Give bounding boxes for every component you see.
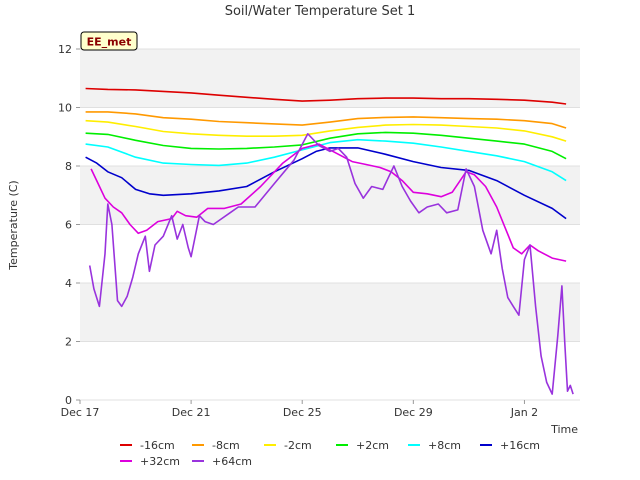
series-line-32cm <box>90 143 567 262</box>
series-line-8cm <box>85 111 567 129</box>
legend-label-32cm: +32cm <box>140 455 180 468</box>
y-tick-label: 12 <box>58 43 72 56</box>
legend-label-64cm: +64cm <box>212 455 252 468</box>
station-badge: EE_met <box>80 31 138 51</box>
x-tick-label: Dec 25 <box>283 406 322 419</box>
x-tick-label: Jan 2 <box>510 406 538 419</box>
x-tick-label: Dec 29 <box>394 406 433 419</box>
grid-band <box>80 283 580 342</box>
y-tick-label: 2 <box>65 336 72 349</box>
legend-label-16cm: -16cm <box>140 439 175 452</box>
legend-label-16cm: +16cm <box>500 439 540 452</box>
legend-label-8cm: -8cm <box>212 439 240 452</box>
series-line-16cm <box>85 87 567 105</box>
y-tick-label: 8 <box>65 160 72 173</box>
series-line-2cm <box>85 119 567 142</box>
legend-label-2cm: +2cm <box>356 439 389 452</box>
chart-title: Soil/Water Temperature Set 1 <box>225 4 416 19</box>
grid-band <box>80 166 580 225</box>
series-line-16cm <box>85 147 567 220</box>
grid-band <box>80 49 580 108</box>
station-badge-label: EE_met <box>87 36 132 49</box>
y-axis-label: Temperature (C) <box>7 180 20 270</box>
y-tick-label: 0 <box>65 394 72 407</box>
series-line-2cm <box>85 131 567 160</box>
legend-label-8cm: +8cm <box>428 439 461 452</box>
x-axis-label: Time <box>550 423 578 436</box>
legend-label-2cm: -2cm <box>284 439 312 452</box>
y-tick-label: 4 <box>65 277 72 290</box>
x-axis: Dec 17 Dec 21 Dec 25 Dec 29 Jan 2 <box>61 400 538 419</box>
y-axis: 0 2 4 6 8 10 12 <box>58 43 80 407</box>
y-tick-label: 6 <box>65 219 72 232</box>
x-tick-label: Dec 17 <box>61 406 100 419</box>
x-tick-label: Dec 21 <box>172 406 211 419</box>
series-line-64cm <box>88 133 574 395</box>
series-lines <box>85 87 574 395</box>
plot-background <box>80 48 580 401</box>
legend: -16cm -8cm -2cm +2cm +8cm +16cm +32cm +64cm <box>120 439 540 468</box>
series-line-8cm <box>85 138 567 182</box>
y-tick-label: 10 <box>58 102 72 115</box>
